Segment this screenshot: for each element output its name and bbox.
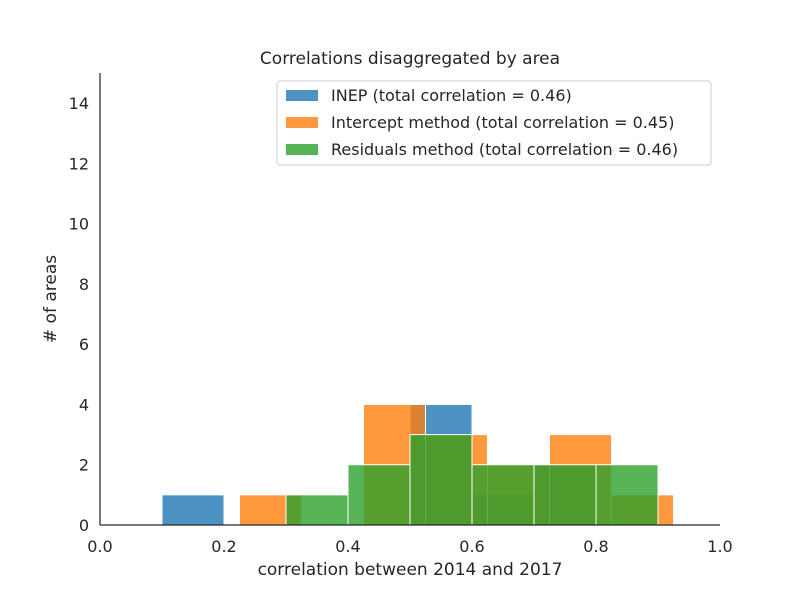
chart-title: Correlations disaggregated by area (260, 49, 560, 69)
y-tick-label: 6 (79, 335, 89, 354)
y-tick-label: 8 (79, 275, 89, 294)
legend-label-0: INEP (total correlation = 0.46) (331, 86, 572, 105)
histogram-bar-series-2-bin-3 (471, 464, 535, 526)
legend-label-1: Intercept method (total correlation = 0.… (331, 113, 674, 132)
legend-swatch-2 (286, 144, 318, 155)
y-tick-labels: 0 2 4 6 8 10 12 14 (69, 94, 89, 535)
x-tick-labels: 0.0 0.2 0.4 0.6 0.8 1.0 (87, 537, 732, 556)
bars-layer (161, 403, 674, 526)
legend-swatch-1 (286, 117, 318, 128)
histogram-bar-series-2-bin-0 (285, 494, 349, 526)
legend-label-2: Residuals method (total correlation = 0.… (331, 140, 678, 159)
x-tick-label: 0.8 (583, 537, 608, 556)
y-axis-label: # of areas (41, 255, 61, 343)
legend-swatch-0 (286, 90, 318, 101)
y-tick-label: 0 (79, 516, 89, 535)
x-axis-label: correlation between 2014 and 2017 (258, 560, 563, 580)
y-tick-label: 14 (69, 94, 89, 113)
x-tick-label: 0.2 (211, 537, 236, 556)
histogram-bar-series-2-bin-5 (595, 464, 659, 526)
histogram-bar-series-2-bin-1 (347, 464, 411, 526)
y-tick-label: 4 (79, 395, 89, 414)
histogram-bar-series-2-bin-4 (533, 464, 597, 526)
x-tick-label: 1.0 (707, 537, 732, 556)
histogram-bar-series-2-bin-2 (409, 434, 473, 526)
x-tick-label: 0.6 (459, 537, 484, 556)
y-tick-label: 10 (69, 215, 89, 234)
x-tick-label: 0.4 (335, 537, 360, 556)
x-tick-label: 0.0 (87, 537, 112, 556)
histogram-bar-series-0-bin-0 (161, 494, 225, 526)
y-tick-label: 2 (79, 456, 89, 475)
legend: INEP (total correlation = 0.46) Intercept… (276, 80, 712, 166)
legend-frame (276, 80, 712, 166)
y-tick-label: 12 (69, 154, 89, 173)
